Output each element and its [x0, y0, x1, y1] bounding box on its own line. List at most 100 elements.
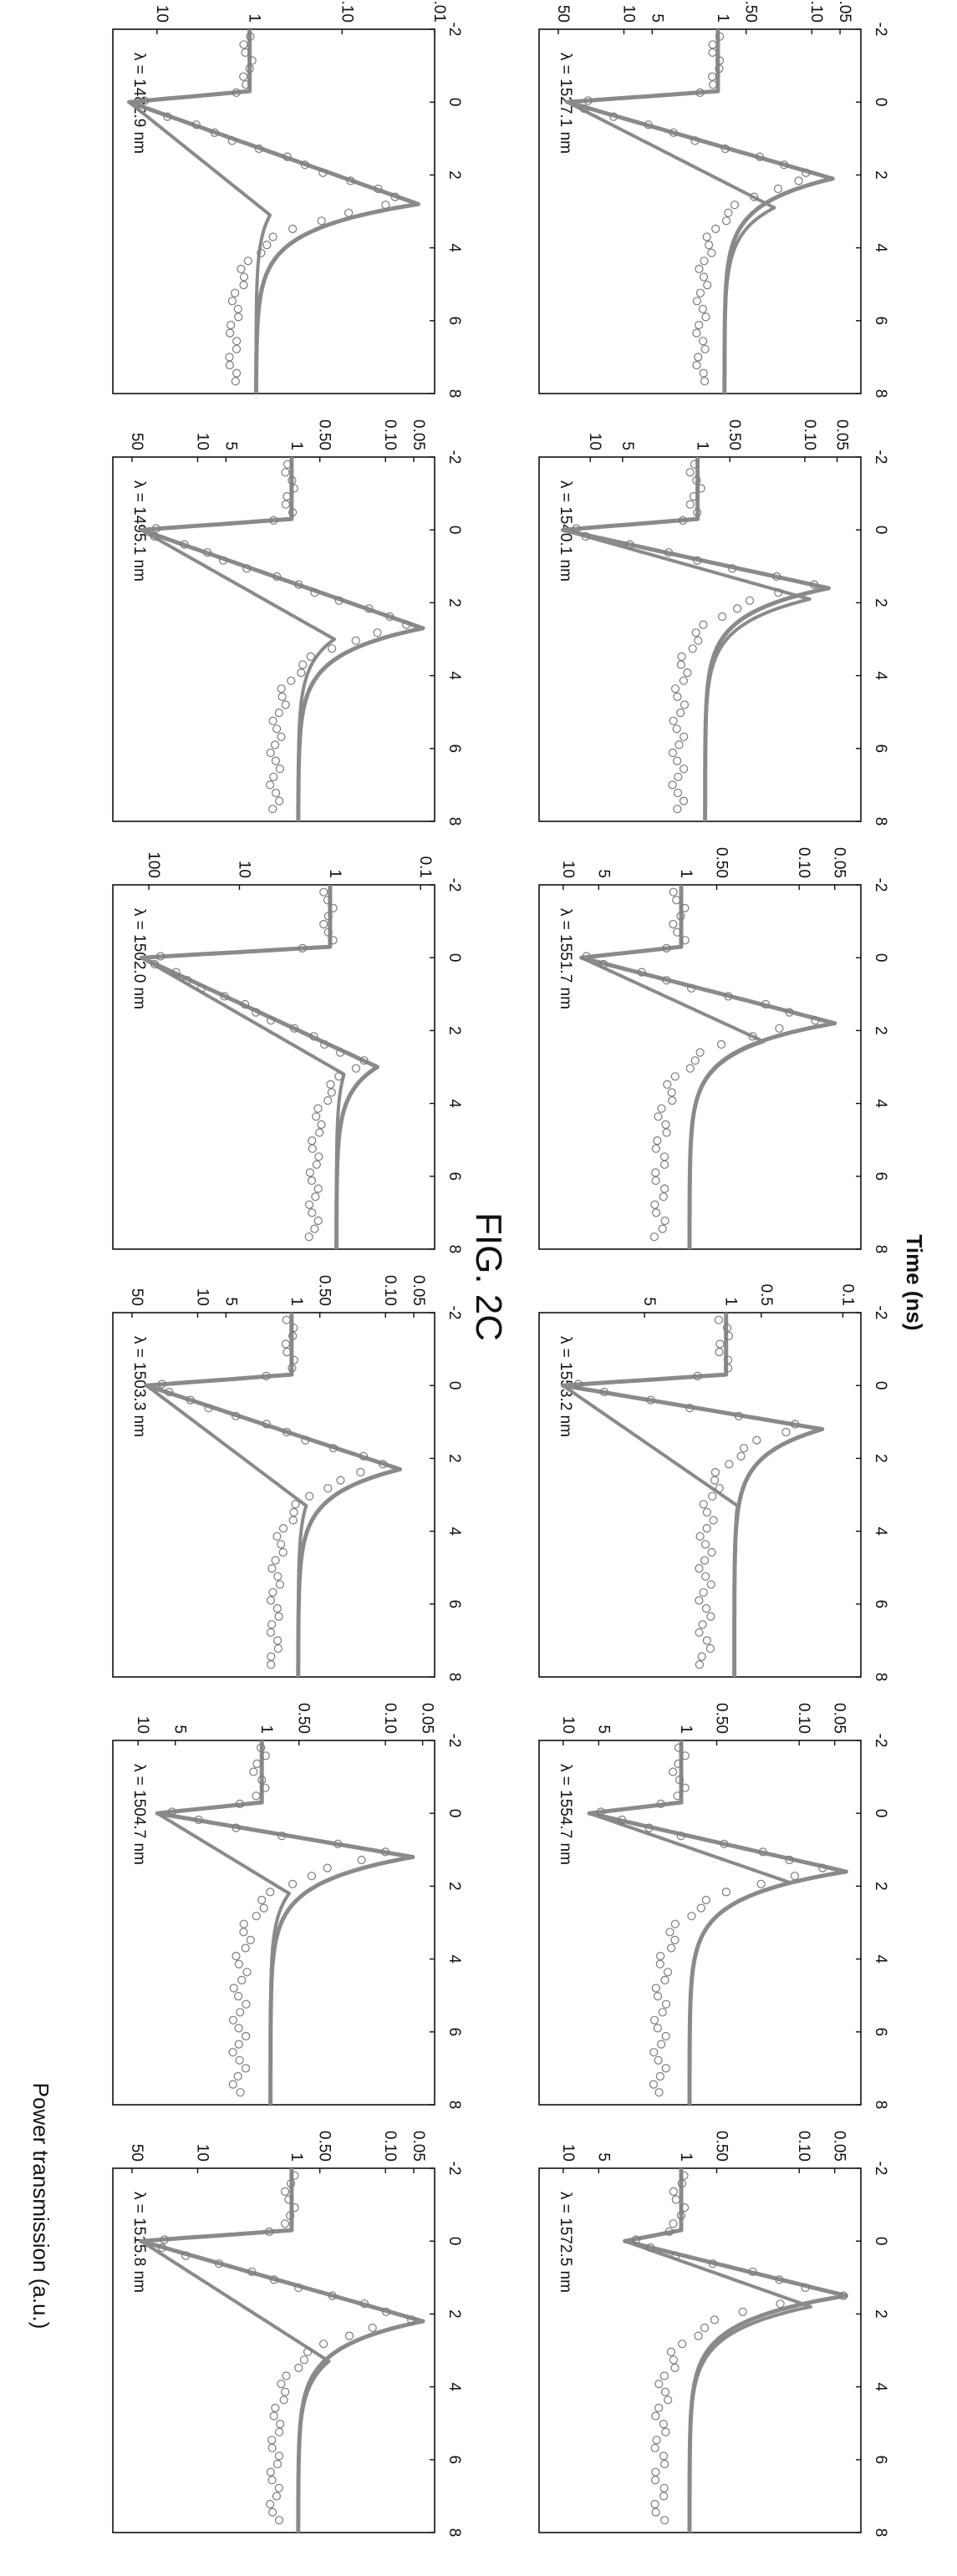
data-point: [715, 32, 725, 41]
data-point: [279, 2396, 288, 2405]
x-tick-label: 8: [872, 389, 889, 399]
data-point: [722, 1324, 732, 1333]
data-point: [312, 1160, 321, 1169]
data-point: [277, 1832, 287, 1841]
data-point: [667, 1088, 676, 1097]
data-point: [242, 1968, 252, 1977]
plot-frame: [112, 1312, 435, 1678]
x-tick-label: 2: [445, 598, 463, 607]
data-point: [650, 2443, 659, 2452]
plot-frame: [538, 884, 862, 1250]
data-point: [721, 216, 731, 226]
data-point: [232, 344, 242, 353]
y-tick-label: 0.05: [410, 1275, 427, 1306]
data-point: [276, 2420, 285, 2429]
data-point: [267, 2476, 277, 2485]
y-tick-label: 10: [193, 1288, 211, 1306]
data-point: [246, 32, 255, 41]
y-tick-label: 0.10: [795, 847, 812, 878]
data-point: [659, 2452, 669, 2461]
data-point: [700, 344, 710, 353]
data-point: [281, 2387, 290, 2396]
data-point: [660, 1216, 669, 1226]
data-point: [695, 264, 704, 273]
data-point: [738, 2307, 747, 2316]
data-point: [724, 1331, 734, 1341]
data-point: [323, 896, 332, 905]
data-point: [288, 1364, 297, 1373]
data-point: [304, 1200, 314, 1209]
data-point: [265, 2227, 274, 2236]
x-tick-label: 4: [445, 1954, 463, 1964]
data-point: [694, 636, 703, 645]
data-point: [233, 304, 242, 313]
x-tick-label: 8: [445, 817, 463, 826]
data-point: [668, 780, 677, 790]
y-tick-label: 5: [594, 869, 612, 878]
data-point: [781, 1427, 791, 1437]
data-point: [266, 2467, 275, 2477]
data-point: [277, 1540, 286, 1549]
data-point: [659, 2492, 669, 2501]
data-point: [228, 2080, 237, 2089]
data-point: [599, 959, 608, 969]
data-point: [708, 40, 717, 49]
data-point: [297, 668, 306, 678]
data-point: [581, 531, 590, 541]
data-point: [811, 1016, 820, 1025]
y-tick-label: 5: [640, 1297, 658, 1306]
data-point: [289, 1355, 298, 1364]
data-point: [381, 201, 390, 210]
x-tick-label: 4: [445, 1099, 463, 1108]
data-point: [288, 1516, 298, 1525]
y-tick-label: 10: [559, 1716, 577, 1734]
data-point: [274, 2483, 283, 2492]
data-point: [664, 2227, 674, 2236]
data-point: [699, 368, 708, 378]
data-point: [698, 337, 708, 346]
data-point: [664, 548, 674, 557]
x-tick-label: 6: [872, 1172, 889, 1181]
data-point: [225, 353, 234, 362]
data-point: [724, 1364, 733, 1373]
data-point: [229, 1984, 238, 1993]
data-point: [686, 983, 696, 993]
x-tick-label: 4: [872, 243, 889, 252]
data-markers: [157, 1315, 388, 1669]
data-point: [673, 756, 682, 765]
data-point: [745, 596, 755, 605]
data-point: [273, 1644, 283, 1654]
data-point: [289, 1324, 298, 1333]
data-point: [219, 556, 228, 565]
data-point: [659, 1192, 668, 1202]
data-point: [708, 1491, 717, 1501]
data-point: [186, 1395, 195, 1405]
data-point: [271, 2403, 280, 2412]
y-tick-label: 1: [288, 2152, 305, 2162]
y-tick-label: 10: [193, 433, 211, 450]
y-tick-label: 10: [193, 2144, 211, 2162]
y-tick-label: 5: [618, 441, 636, 450]
data-point: [644, 1823, 654, 1832]
data-point: [241, 1943, 250, 1953]
data-point: [650, 1200, 659, 1209]
x-tick-label: -2: [872, 878, 889, 892]
data-point: [227, 297, 237, 306]
data-point: [266, 1628, 275, 1637]
x-tick-label: 8: [445, 1673, 463, 1682]
data-point: [596, 1807, 606, 1816]
data-point: [288, 508, 298, 517]
data-point: [716, 1039, 726, 1049]
panel-title: λ = 1572.5 nm: [557, 2192, 574, 2293]
data-point: [232, 368, 242, 378]
y-tick-label: 0.10: [795, 1703, 812, 1734]
data-point: [673, 927, 682, 937]
data-point: [721, 1888, 731, 1897]
panel-title: λ = 1504.7 nm: [130, 1764, 148, 1865]
data-point: [334, 596, 344, 605]
data-point: [283, 1347, 292, 1357]
data-point: [669, 2355, 679, 2365]
panel-3: -2 0 2 4 6 8 0.1 1 10 100 λ = 1502.0 nm: [112, 851, 463, 1253]
x-tick-label: 6: [445, 317, 463, 326]
data-point: [373, 628, 382, 638]
